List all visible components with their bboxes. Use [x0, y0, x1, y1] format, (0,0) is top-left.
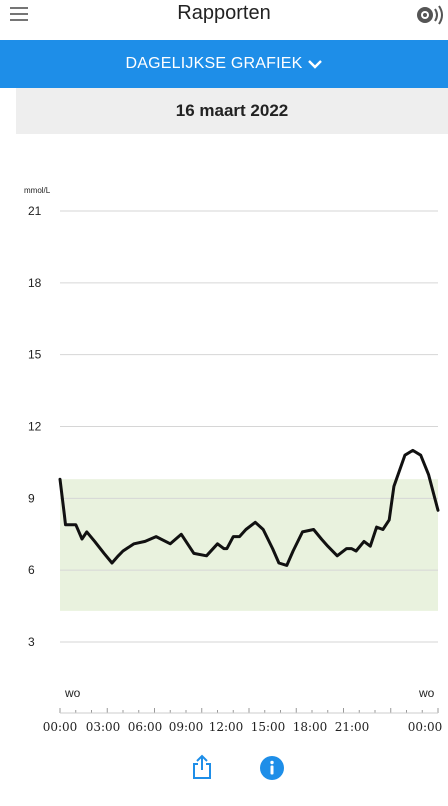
y-tick-label: 3 [28, 635, 35, 649]
y-tick-label: 6 [28, 563, 35, 577]
y-tick-label: 9 [28, 491, 35, 505]
x-tick-label: 18:00 [293, 720, 328, 734]
glucose-chart: mmol/L 3 6 9 12 15 18 21 wo wo 00:00 03:00 06:00 09:0… [24, 186, 443, 734]
report-type-label: DAGELIJKSE GRAFIEK [125, 55, 303, 72]
hamburger-menu-icon[interactable] [10, 6, 28, 22]
day-label-end: wo [418, 686, 435, 700]
page-title: Rapporten [177, 2, 271, 24]
info-icon[interactable] [260, 756, 284, 780]
report-type-dropdown[interactable]: DAGELIJKSE GRAFIEK [0, 40, 448, 88]
y-tick-label: 21 [28, 204, 42, 218]
y-tick-label: 15 [28, 348, 42, 362]
x-tick-label: 03:00 [86, 720, 121, 734]
y-tick-label: 18 [28, 276, 42, 290]
x-tick-label: 12:00 [209, 720, 244, 734]
app-bar: Rapporten [0, 0, 448, 40]
x-tick-label: 09:00 [169, 720, 204, 734]
glucose-series-line [58, 448, 440, 567]
bottom-actions [0, 752, 448, 792]
x-tick-label: 06:00 [128, 720, 163, 734]
date-header: 16 maart 2022 [16, 88, 448, 134]
report-date: 16 maart 2022 [175, 101, 289, 120]
y-axis-unit-label: mmol/L [24, 186, 51, 195]
target-range-band [60, 479, 438, 611]
x-tick-label: 00:00 [408, 720, 443, 734]
x-tick-label: 15:00 [251, 720, 286, 734]
share-icon[interactable] [190, 754, 214, 780]
sensor-scan-icon[interactable] [416, 4, 444, 26]
y-tick-label: 12 [28, 420, 42, 434]
x-tick-label: 00:00 [43, 720, 78, 734]
chevron-down-icon [308, 60, 323, 69]
x-tick-label: 21:00 [335, 720, 370, 734]
day-label-start: wo [64, 686, 81, 700]
